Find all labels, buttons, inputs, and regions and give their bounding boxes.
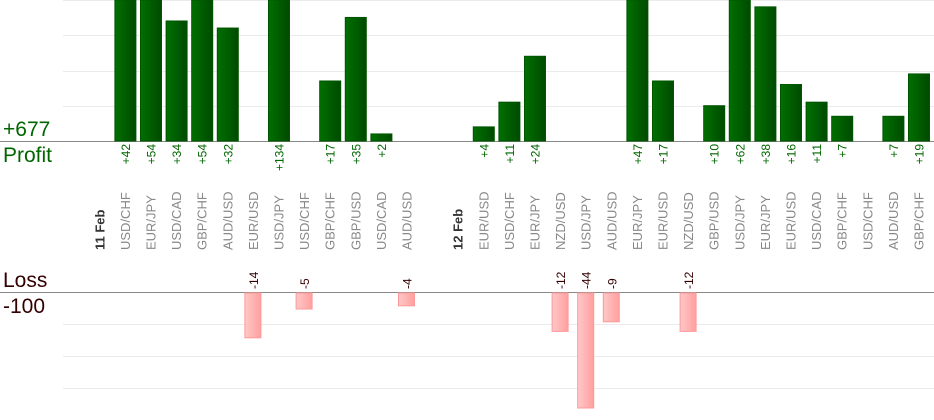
pair-label: USD/CHF (502, 192, 517, 250)
bars (114, 0, 930, 409)
loss-value-label: -44 (580, 271, 594, 289)
pair-label: EUR/USD (246, 191, 261, 250)
pair-label: AUD/USD (886, 191, 901, 250)
loss-value-label: -5 (298, 278, 312, 289)
pair-label: USD/CAD (374, 191, 389, 250)
profit-value-label: +24 (529, 144, 543, 165)
date-label: 11 Feb (92, 209, 107, 250)
profit-bar (114, 0, 137, 142)
profit-bar (805, 101, 828, 142)
loss-bar (244, 292, 262, 339)
loss-value-label: -14 (247, 271, 261, 289)
pair-label: EUR/USD (656, 191, 671, 250)
profit-value-label: +17 (657, 144, 671, 165)
loss-value-label: -12 (554, 271, 568, 289)
profit-bar (780, 84, 802, 142)
profit-bar (191, 0, 214, 142)
profit-value-label: +134 (273, 144, 287, 171)
profit-total-label: +677 (3, 118, 51, 141)
profit-bar (268, 0, 290, 142)
profit-value-label: +19 (913, 144, 927, 165)
pair-label: USD/JPY (272, 195, 287, 250)
profit-bar (370, 133, 393, 142)
pair-label: GBP/CHF (835, 192, 850, 250)
pair-label: GBP/CHF (195, 192, 210, 250)
pair-label: USD/CHF (860, 192, 875, 250)
profit-value-label: +10 (708, 144, 722, 165)
pair-label: NZD/USD (553, 192, 568, 250)
profit-bar (498, 101, 521, 142)
profit-bar (754, 6, 777, 142)
profit-value-label: +38 (759, 144, 773, 165)
profit-value-label: +47 (631, 144, 645, 165)
pair-label: EUR/JPY (528, 195, 543, 250)
loss-bar (602, 292, 620, 323)
profit-value-label: +17 (324, 144, 338, 165)
profit-value-label: +35 (349, 144, 363, 165)
profit-value-label: +54 (196, 144, 210, 165)
pair-label: USD/JPY (579, 195, 594, 250)
pair-label: AUD/USD (220, 191, 235, 250)
profit-value-label: +34 (170, 144, 184, 165)
loss-total-label: -100 (3, 295, 46, 318)
profit-bar (831, 115, 854, 142)
loss-value-label: -9 (605, 278, 619, 289)
profit-bar (882, 115, 905, 142)
pair-label: USD/CHF (118, 192, 133, 250)
pair-label: USD/CAD (169, 191, 184, 250)
profit-bar (626, 0, 649, 142)
loss-value-label: -4 (401, 278, 415, 289)
pair-label: GBP/CHF (912, 192, 927, 250)
loss-bar (679, 292, 697, 332)
loss-bar (551, 292, 569, 332)
pair-label: EUR/JPY (630, 195, 645, 250)
profit-value-label: +11 (810, 144, 824, 164)
profit-bar (908, 73, 930, 142)
profit-bar (216, 27, 239, 142)
pair-label: EUR/JPY (144, 195, 159, 250)
profit-bar (344, 16, 367, 142)
labels: 11 Feb USD/CHF +42 EUR/JPY +54 USD/CAD +34 GBP/… (92, 144, 926, 289)
loss-bar (398, 292, 415, 307)
profit-bar (652, 80, 674, 142)
pair-label: GBP/USD (707, 191, 722, 250)
pair-label: EUR/USD (476, 191, 491, 250)
pair-label: NZD/USD (681, 192, 696, 250)
loss-value-label: -12 (682, 271, 696, 289)
profit-bar (140, 0, 162, 142)
pair-label: USD/JPY (732, 195, 747, 250)
loss-bar (295, 292, 313, 310)
profit-value-label: +7 (887, 144, 901, 158)
date-label: 12 Feb (451, 209, 466, 250)
profit-value-label: +62 (733, 144, 747, 165)
profit-value-label: +4 (477, 144, 491, 158)
profit-value-label: +42 (119, 144, 133, 165)
pair-label: AUD/USD (604, 191, 619, 250)
pair-label: USD/CAD (809, 191, 824, 250)
profit-bar (472, 126, 495, 142)
profit-bar (703, 105, 726, 142)
profit-value-label: +2 (375, 144, 389, 158)
pair-label: EUR/USD (784, 191, 799, 250)
pair-label: GBP/CHF (323, 192, 338, 250)
pair-label: EUR/JPY (758, 195, 773, 250)
profit-value-label: +32 (221, 144, 235, 165)
profit-value-label: +54 (145, 144, 159, 165)
profit-bar (165, 20, 188, 142)
pair-label: AUD/USD (400, 191, 415, 250)
profit-value-label: +16 (785, 144, 799, 165)
pair-label: GBP/USD (348, 191, 363, 250)
loss-bar (577, 292, 595, 409)
profit-value-label: +7 (836, 144, 850, 158)
profit-bar (524, 55, 546, 142)
profit-bar (319, 80, 342, 142)
profit-value-label: +11 (503, 144, 517, 164)
profit-axis-label: Profit (3, 144, 53, 167)
loss-axis-label: Loss (3, 269, 48, 292)
pair-label: USD/CHF (297, 192, 312, 250)
profit-bar (728, 0, 751, 142)
